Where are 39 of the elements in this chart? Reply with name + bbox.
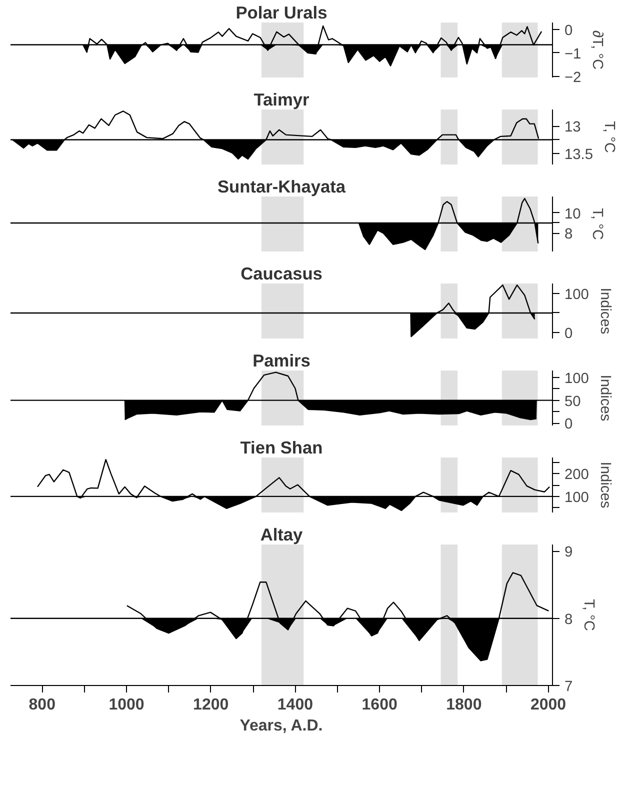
x-tick-label: 800 <box>28 696 56 714</box>
chart-title: Altay <box>260 524 304 544</box>
y-tick-label: 0 <box>564 23 573 40</box>
y-axis-title: ∂T, °C <box>589 30 606 70</box>
y-axis-title: Indices <box>596 374 613 422</box>
y-tick-label: 8 <box>564 226 573 243</box>
y-tick-label: 100 <box>564 490 589 506</box>
y-axis-title: T, °C <box>601 121 618 154</box>
y-tick-label: 50 <box>564 394 581 410</box>
chart-title: Caucasus <box>240 264 322 284</box>
y-tick-label: −2 <box>564 70 582 86</box>
y-axis-title: Indices <box>596 288 613 334</box>
y-tick-label: 0 <box>564 416 573 433</box>
y-tick-label: 13.5 <box>564 147 594 163</box>
x-tick-label: 1800 <box>446 696 482 714</box>
y-tick-label: −1 <box>564 46 582 62</box>
x-tick-label: 2000 <box>530 696 566 714</box>
y-axis-title: T, °C <box>588 208 605 240</box>
y-axis-title: Indices <box>596 462 613 508</box>
chart-title: Tien Shan <box>240 438 323 458</box>
x-tick-label: 1400 <box>277 696 314 714</box>
y-tick-label: 100 <box>564 370 589 387</box>
chart-title: Suntar-Khayata <box>217 176 346 196</box>
chart-title: Pamirs <box>252 350 310 370</box>
y-tick-label: 0 <box>564 326 573 342</box>
x-tick-label: 1600 <box>362 696 398 714</box>
x-axis-title: Years, A.D. <box>240 718 323 734</box>
y-tick-label: 13 <box>564 120 581 136</box>
x-tick-label: 1200 <box>193 696 229 714</box>
y-tick-label: 8 <box>564 612 573 628</box>
y-tick-label: 10 <box>564 206 581 222</box>
y-tick-label: 200 <box>564 467 589 484</box>
y-axis-title: T, °C <box>580 599 597 632</box>
x-tick-label: 1000 <box>108 696 144 714</box>
chart-title: Taimyr <box>254 90 310 110</box>
chart-title: Polar Urals <box>236 2 328 22</box>
y-tick-label: 7 <box>564 679 573 695</box>
y-tick-label: 9 <box>564 544 573 561</box>
y-tick-label: 100 <box>564 286 589 303</box>
